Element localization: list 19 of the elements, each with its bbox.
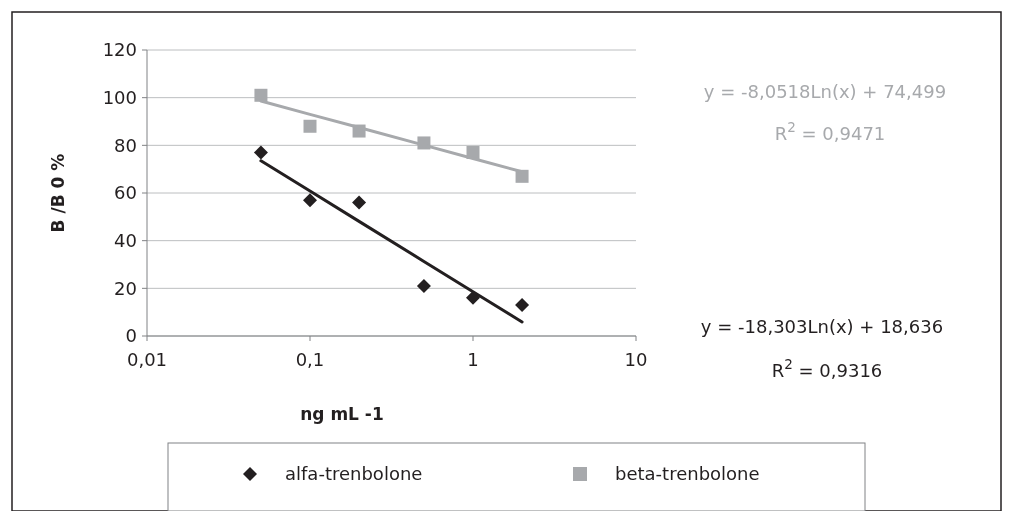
text: R$^{2}$ = 0,9471 <box>774 119 886 144</box>
x-tick-label: 1 <box>467 349 479 370</box>
x-tick-label: 0,01 <box>126 349 168 370</box>
text: y = -18,303Ln(x) + 18,636 <box>700 316 944 337</box>
y-tick-label: 80 <box>114 134 137 156</box>
x-tick-label: 10 <box>624 349 648 370</box>
y-tick-label: 20 <box>114 277 137 299</box>
text: y = -8,0518Ln(x) + 74,499 <box>703 81 947 102</box>
y-tick-label: 120 <box>102 39 137 61</box>
legend-label: alfa-trenbolone <box>285 463 423 485</box>
y-tick-label: 100 <box>102 86 137 108</box>
y-tick-label: 60 <box>114 182 137 204</box>
x-axis-title: ng mL -1 <box>300 404 384 424</box>
x-tick-label: 0,1 <box>295 349 325 370</box>
y-axis-title: B /B 0 % <box>48 153 68 233</box>
y-tick-label: 40 <box>114 229 137 251</box>
legend-label: beta-trenbolone <box>615 463 760 485</box>
y-tick-label: 0 <box>125 325 137 347</box>
text: R$^{2}$ = 0,9316 <box>771 356 883 381</box>
